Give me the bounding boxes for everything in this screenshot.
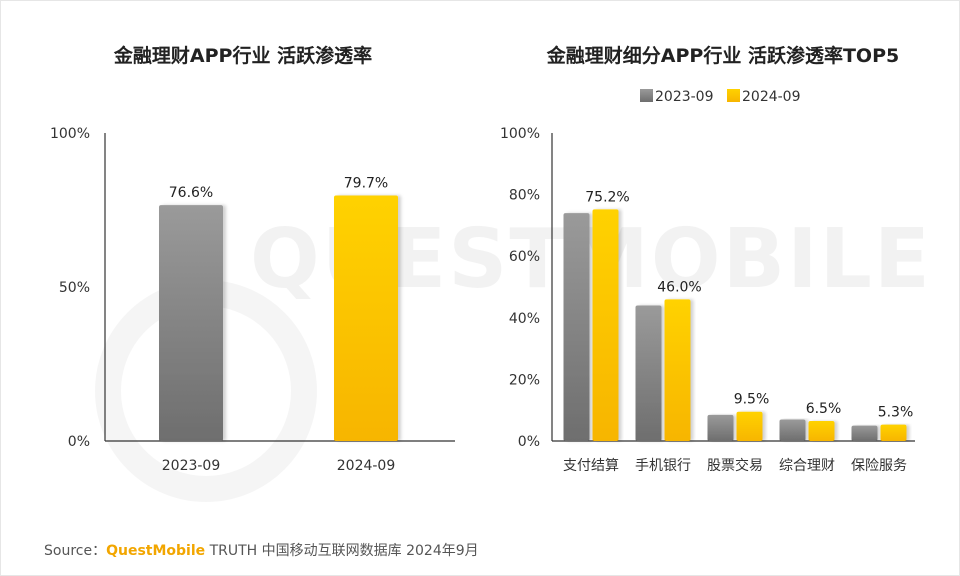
- left-bar-2024-09: [334, 195, 398, 441]
- left-bar-label: 79.7%: [344, 176, 388, 192]
- right-bar-2023-09-保险服务: [851, 425, 878, 441]
- legend-swatch-2023: [640, 89, 653, 102]
- left-category-label: 2024-09: [337, 458, 396, 474]
- left-bar-label: 76.6%: [169, 185, 213, 201]
- right-y-tick-label: 60%: [509, 249, 540, 265]
- right-bar-label: 9.5%: [734, 392, 770, 408]
- left-bar-2023-09: [159, 205, 223, 441]
- right-category-label: 支付结算: [563, 458, 619, 474]
- legend-swatch-2024: [727, 89, 740, 102]
- source-prefix: Source：: [44, 543, 107, 559]
- right-bar-2024-09-手机银行: [664, 299, 691, 441]
- right-bar-2024-09-支付结算: [592, 209, 619, 441]
- right-y-tick-label: 0%: [518, 434, 540, 450]
- right-bar-2023-09-股票交易: [707, 414, 734, 441]
- right-bar-label: 46.0%: [657, 279, 701, 295]
- right-y-tick-label: 80%: [509, 188, 540, 204]
- left-chart-title: 金融理财APP行业 活跃渗透率: [113, 44, 372, 67]
- legend-label-2023: 2023-09: [655, 89, 714, 105]
- right-bar-2023-09-综合理财: [779, 419, 806, 441]
- right-bar-2024-09-保险服务: [880, 424, 907, 441]
- right-category-label: 综合理财: [779, 458, 835, 474]
- left-y-tick-label: 50%: [59, 280, 90, 296]
- right-bar-2024-09-综合理财: [808, 420, 835, 441]
- right-category-label: 手机银行: [635, 458, 691, 474]
- right-chart-title: 金融理财细分APP行业 活跃渗透率TOP5: [546, 44, 899, 67]
- right-y-tick-label: 100%: [500, 126, 540, 142]
- source-note: Source：QuestMobile TRUTH 中国移动互联网数据库 2024…: [44, 540, 479, 560]
- left-category-label: 2023-09: [162, 458, 221, 474]
- right-y-tick-label: 20%: [509, 372, 540, 388]
- right-bar-2023-09-手机银行: [635, 305, 662, 441]
- left-y-tick-label: 100%: [50, 126, 90, 142]
- right-category-label: 股票交易: [707, 457, 763, 474]
- source-rest: TRUTH 中国移动互联网数据库 2024年9月: [205, 543, 479, 559]
- legend-label-2024: 2024-09: [742, 89, 801, 105]
- left-y-tick-label: 0%: [68, 434, 90, 450]
- right-y-tick-label: 40%: [509, 311, 540, 327]
- right-bar-2024-09-股票交易: [736, 411, 763, 441]
- legend: 2023-09 2024-09: [640, 89, 801, 105]
- right-bar-label: 75.2%: [585, 189, 629, 205]
- right-bar-label: 5.3%: [878, 405, 914, 421]
- right-category-label: 保险服务: [851, 458, 907, 474]
- source-brand: QuestMobile: [106, 543, 206, 559]
- right-bar-2023-09-支付结算: [563, 213, 590, 441]
- right-bar-label: 6.5%: [806, 401, 842, 417]
